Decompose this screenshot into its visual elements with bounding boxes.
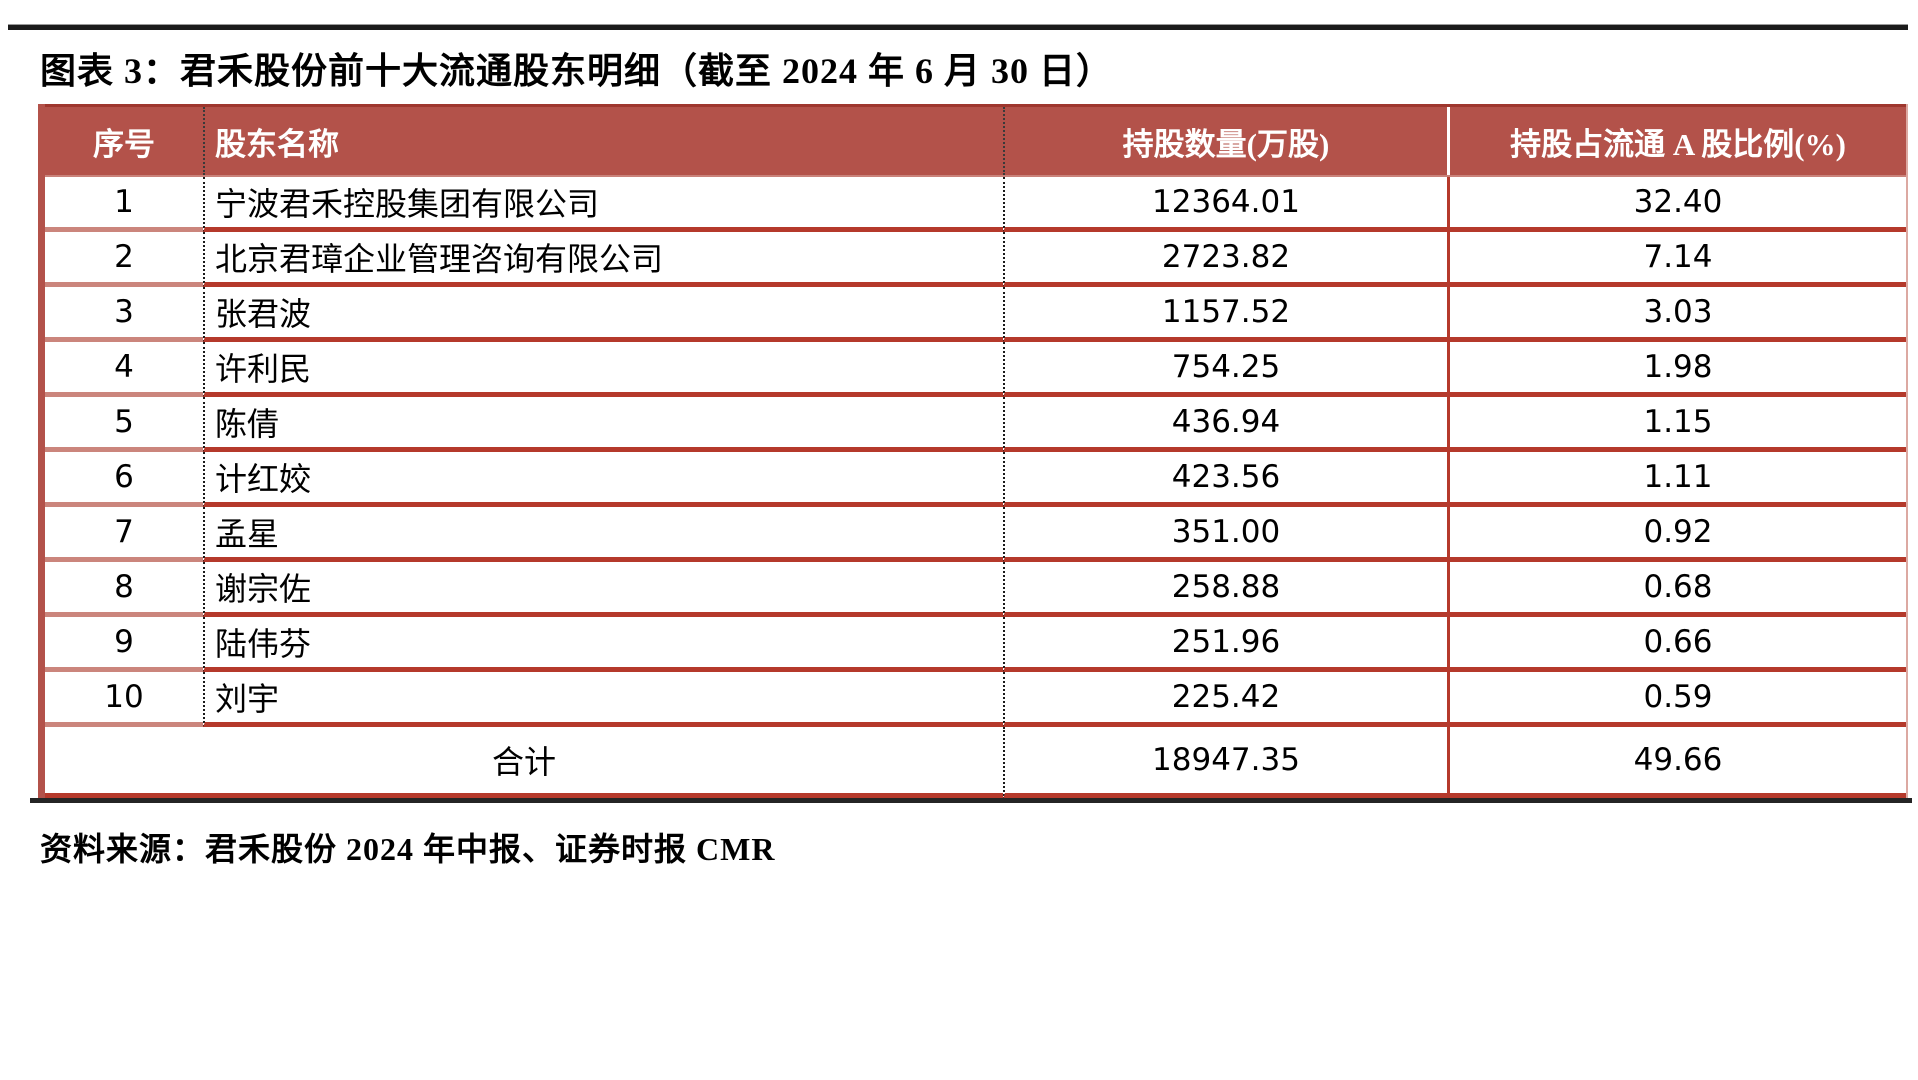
total-label-cell: 合计 xyxy=(45,727,1003,799)
rank-cell: 7 xyxy=(45,507,203,562)
rank-cell: 4 xyxy=(45,342,203,397)
shareholder-name-cell: 谢宗佐 xyxy=(203,562,1003,617)
table-row: 6 计红姣 423.56 1.11 xyxy=(45,452,1906,507)
shares-cell: 436.94 xyxy=(1003,397,1447,452)
rank-cell: 1 xyxy=(45,177,203,232)
ratio-cell: 1.15 xyxy=(1447,397,1906,452)
shares-cell: 225.42 xyxy=(1003,672,1447,727)
shareholders-table: 序号 股东名称 持股数量(万股) 持股占流通 A 股比例(%) 1 宁波君禾控股… xyxy=(38,104,1908,799)
rank-cell: 6 xyxy=(45,452,203,507)
shares-cell: 1157.52 xyxy=(1003,287,1447,342)
ratio-cell: 0.68 xyxy=(1447,562,1906,617)
shares-cell: 258.88 xyxy=(1003,562,1447,617)
header-rank: 序号 xyxy=(93,126,155,162)
table-row: 3 张君波 1157.52 3.03 xyxy=(45,287,1906,342)
table-row: 7 孟星 351.00 0.92 xyxy=(45,507,1906,562)
table-row: 5 陈倩 436.94 1.15 xyxy=(45,397,1906,452)
header-ratio: 持股占流通 A 股比例(%) xyxy=(1447,107,1906,175)
shares-cell: 2723.82 xyxy=(1003,232,1447,287)
shareholder-name-cell: 北京君璋企业管理咨询有限公司 xyxy=(203,232,1003,287)
ratio-cell: 32.40 xyxy=(1447,177,1906,232)
shareholder-name-cell: 计红姣 xyxy=(203,452,1003,507)
shares-cell: 351.00 xyxy=(1003,507,1447,562)
table-row: 1 宁波君禾控股集团有限公司 12364.01 32.40 xyxy=(45,177,1906,232)
rank-cell: 8 xyxy=(45,562,203,617)
shareholder-name-cell: 刘宇 xyxy=(203,672,1003,727)
total-row: 合计 18947.35 49.66 xyxy=(45,727,1906,799)
header-shares: 持股数量(万股) xyxy=(1003,107,1447,175)
table-header-row: 序号 股东名称 持股数量(万股) 持股占流通 A 股比例(%) xyxy=(45,104,1906,177)
header-shareholder-name: 股东名称 xyxy=(203,107,1003,175)
ratio-cell: 0.59 xyxy=(1447,672,1906,727)
shares-cell: 12364.01 xyxy=(1003,177,1447,232)
chart-title: 图表 3：君禾股份前十大流通股东明细（截至 2024 年 6 月 30 日） xyxy=(40,51,1114,91)
ratio-cell: 7.14 xyxy=(1447,232,1906,287)
table-row: 2 北京君璋企业管理咨询有限公司 2723.82 7.14 xyxy=(45,232,1906,287)
rank-cell: 5 xyxy=(45,397,203,452)
rank-cell: 2 xyxy=(45,232,203,287)
ratio-cell: 0.92 xyxy=(1447,507,1906,562)
table-row: 8 谢宗佐 258.88 0.68 xyxy=(45,562,1906,617)
table-row: 9 陆伟芬 251.96 0.66 xyxy=(45,617,1906,672)
ratio-cell: 1.98 xyxy=(1447,342,1906,397)
rank-cell: 10 xyxy=(45,672,203,727)
bottom-divider xyxy=(30,798,1912,803)
top-divider xyxy=(8,24,1908,30)
ratio-cell: 0.66 xyxy=(1447,617,1906,672)
rank-cell: 3 xyxy=(45,287,203,342)
table-row: 10 刘宇 225.42 0.59 xyxy=(45,672,1906,727)
table-row: 4 许利民 754.25 1.98 xyxy=(45,342,1906,397)
shareholder-name-cell: 宁波君禾控股集团有限公司 xyxy=(203,177,1003,232)
shareholder-name-cell: 张君波 xyxy=(203,287,1003,342)
shareholder-name-cell: 陆伟芬 xyxy=(203,617,1003,672)
shares-cell: 251.96 xyxy=(1003,617,1447,672)
shareholder-name-cell: 陈倩 xyxy=(203,397,1003,452)
rank-cell: 9 xyxy=(45,617,203,672)
source-note: 资料来源：君禾股份 2024 年中报、证券时报 CMR xyxy=(40,831,776,867)
ratio-cell: 3.03 xyxy=(1447,287,1906,342)
shareholder-name-cell: 许利民 xyxy=(203,342,1003,397)
ratio-cell: 1.11 xyxy=(1447,452,1906,507)
shareholder-name-cell: 孟星 xyxy=(203,507,1003,562)
shares-cell: 423.56 xyxy=(1003,452,1447,507)
total-shares-cell: 18947.35 xyxy=(1003,727,1447,799)
total-ratio-cell: 49.66 xyxy=(1447,727,1906,799)
shares-cell: 754.25 xyxy=(1003,342,1447,397)
